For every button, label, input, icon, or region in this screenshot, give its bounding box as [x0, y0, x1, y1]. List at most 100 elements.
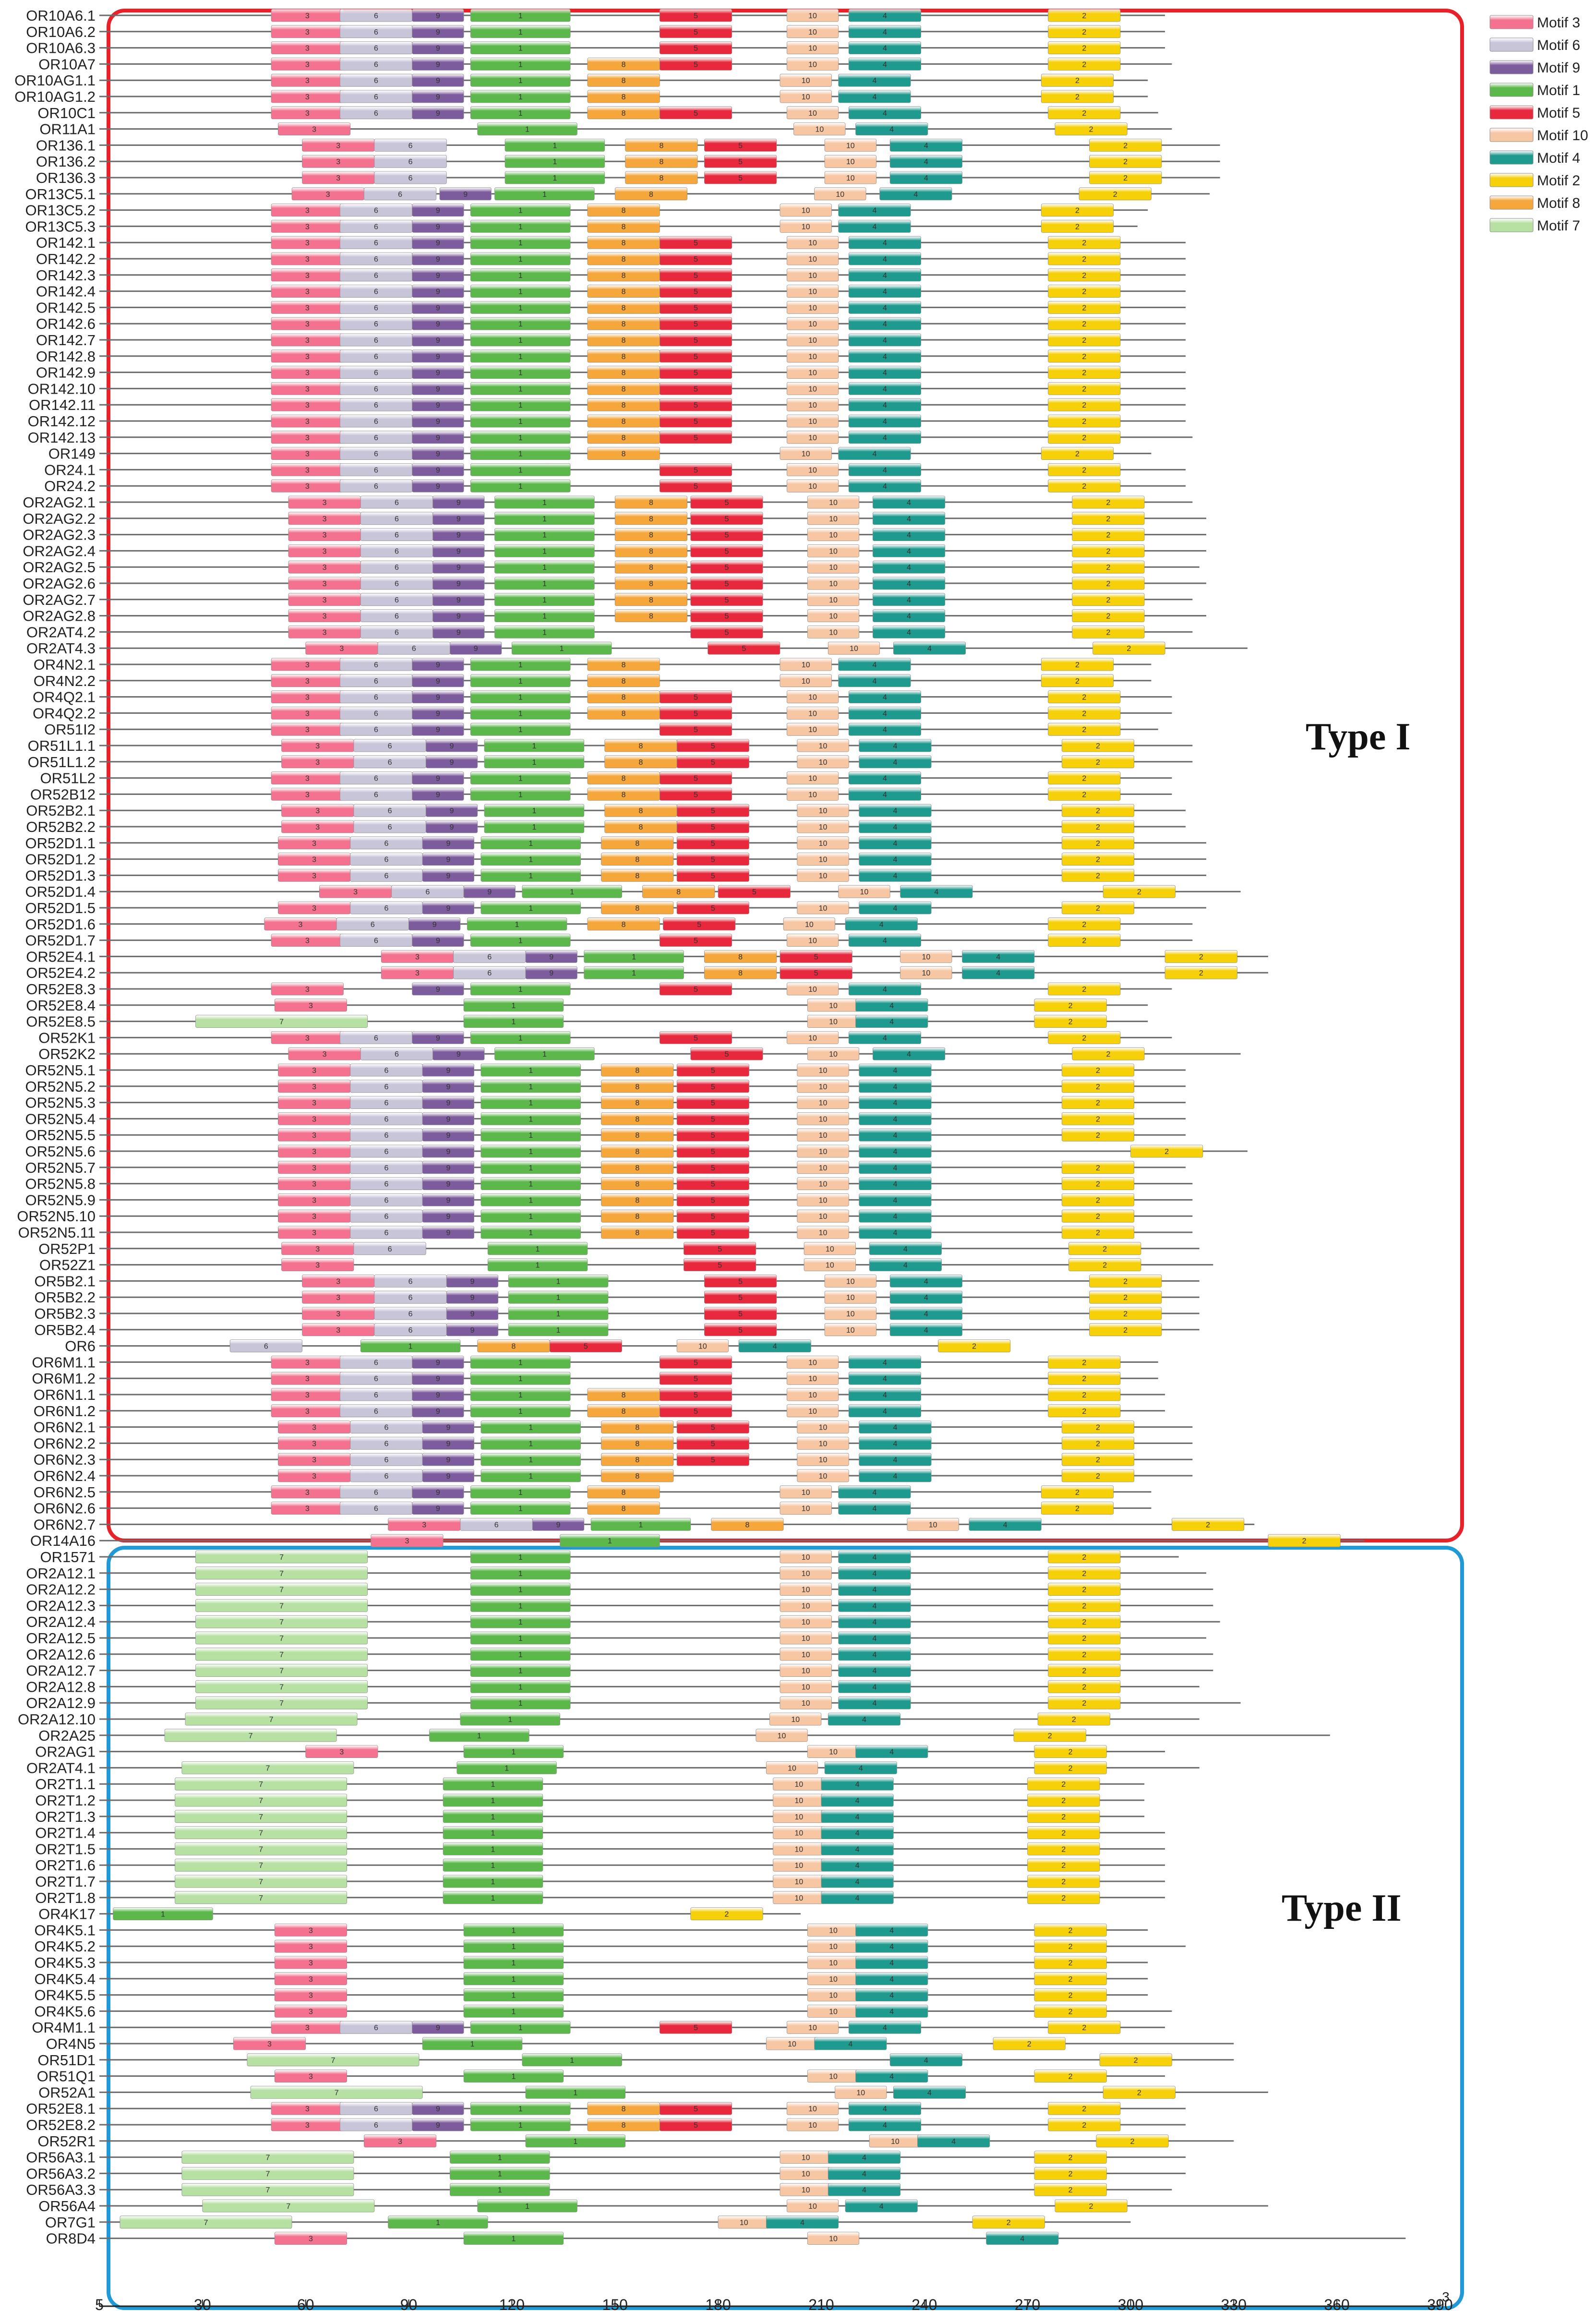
motif-number: 9	[450, 758, 454, 767]
motif-9-box	[432, 593, 485, 606]
motif-number: 5	[694, 369, 698, 377]
motif-number: 9	[456, 515, 461, 523]
gene-row: OR10C1 3 6 9 1 58 10 4 2	[37, 105, 1158, 121]
motif-number: 5	[725, 515, 729, 523]
motif-number: 1	[518, 1034, 523, 1042]
motif-4-box	[855, 2070, 928, 2083]
motif-10-box	[786, 252, 839, 265]
motif-number: 3	[305, 1359, 310, 1367]
motif-2-box	[1048, 934, 1121, 947]
motif-10-box	[786, 25, 839, 38]
motif-8-box	[587, 788, 660, 801]
motif-10-box	[786, 1031, 839, 1044]
motif-number: 3	[305, 986, 310, 994]
gene-row: OR2T1.5 1 10 4 27	[35, 1841, 1165, 1857]
motif-number: 10	[819, 840, 828, 848]
motif-number: 2	[1096, 1131, 1100, 1140]
motif-number: 10	[829, 1748, 838, 1757]
x-tick-label: 5	[95, 2296, 104, 2311]
gene-label: OR6N1.1	[34, 1386, 96, 1403]
motif-number: 4	[855, 1878, 860, 1886]
motif-1-box	[480, 1226, 581, 1239]
motif-number: 3	[323, 547, 327, 555]
motif-1-box	[463, 999, 564, 1012]
motif-number: 9	[436, 710, 440, 718]
motif-number: 2	[1123, 1326, 1128, 1335]
motif-1-box	[443, 1875, 543, 1888]
motif-number: 4	[924, 174, 928, 182]
motif-9-box	[422, 1128, 475, 1142]
gene-label: OR2A12.4	[26, 1613, 96, 1630]
motif-number: 3	[309, 2073, 313, 2081]
motif-9-box	[412, 219, 464, 233]
motif-4-box	[828, 2183, 901, 2196]
motif-number: 4	[889, 126, 894, 134]
motif-5-box	[676, 1144, 749, 1158]
gene-row: OR2A12.10 1 10 4 27	[18, 1711, 1200, 1728]
motif-number: 9	[456, 596, 461, 604]
motif-number: 3	[305, 385, 310, 393]
motif-1-box	[584, 966, 684, 979]
motif-number: 1	[528, 1229, 533, 1237]
motif-number: 7	[331, 2057, 336, 2065]
motif-number: 9	[446, 1164, 450, 1172]
gene-label: OR6N2.5	[34, 1484, 96, 1501]
legend-label: Motif 3	[1537, 15, 1580, 31]
motif-number: 5	[711, 840, 715, 848]
gene-row: OR2AG2.3 3 6 9 1 58 10 4 2	[23, 527, 1207, 543]
motif-number: 8	[638, 758, 643, 767]
motif-number: 6	[395, 564, 399, 572]
motif-number: 1	[491, 1845, 495, 1854]
motif-2-box	[1027, 1842, 1100, 1855]
motif-5-box	[704, 1274, 777, 1288]
motif-4-box	[889, 155, 962, 168]
motif-number: 1	[552, 142, 557, 150]
motif-1-box	[470, 1485, 571, 1499]
motif-number: 4	[862, 2186, 866, 2194]
motif-1-box	[494, 560, 595, 574]
motif-number: 3	[422, 1521, 426, 1529]
motif-2-box	[1061, 869, 1135, 882]
motif-number: 6	[371, 921, 375, 929]
motif-number: 7	[286, 2203, 290, 2211]
motif-number: 9	[436, 28, 440, 36]
motif-number: 2	[1082, 2105, 1086, 2113]
motif-number: 8	[622, 434, 626, 442]
motif-10-box	[797, 1112, 849, 1125]
motif-number: 9	[446, 872, 450, 880]
motif-number: 4	[893, 1067, 897, 1075]
motif-2-box	[1041, 674, 1114, 687]
motif-number: 10	[829, 564, 838, 572]
motif-number: 3	[312, 1213, 316, 1221]
motif-number: 10	[788, 2040, 796, 2048]
motif-number: 1	[518, 775, 523, 783]
x-tick-label: 60	[297, 2296, 314, 2311]
motif-10-box	[824, 1323, 876, 1336]
motif-number: 4	[859, 1764, 863, 1772]
motif-5-box	[704, 1290, 777, 1304]
gene-row: OR6N2.3 3 6 9 1 58 10 4 2	[34, 1451, 1193, 1468]
gene-label: OR13C5.3	[25, 218, 96, 235]
gene-label: OR4Q2.2	[33, 705, 96, 722]
motif-10-box	[786, 236, 839, 249]
motif-8-box	[477, 1339, 550, 1353]
motif-number: 1	[512, 1959, 516, 1967]
gene-label: OR2A12.5	[26, 1630, 96, 1647]
motif-4-box	[848, 333, 922, 347]
motif-number: 3	[309, 2008, 313, 2016]
motif-5-box	[659, 2021, 732, 2034]
motif-1-box	[480, 1209, 581, 1223]
motif-1-box	[494, 1047, 595, 1060]
motif-1-box	[470, 317, 571, 330]
motif-number: 10	[808, 272, 817, 280]
motif-number: 8	[659, 174, 663, 182]
motif-number: 6	[384, 1148, 389, 1156]
motif-number: 9	[446, 1196, 450, 1204]
motif-2-box	[1034, 1939, 1107, 1953]
motif-4-box	[855, 1923, 928, 1937]
gene-label: OR52B2.1	[26, 802, 96, 819]
motif-7-box	[175, 1810, 348, 1823]
motif-number: 7	[265, 2186, 270, 2194]
motif-number: 2	[1106, 547, 1110, 555]
motif-number: 1	[512, 1748, 516, 1757]
